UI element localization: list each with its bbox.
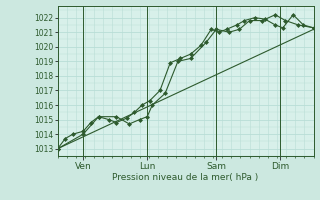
X-axis label: Pression niveau de la mer( hPa ): Pression niveau de la mer( hPa ) (112, 173, 259, 182)
